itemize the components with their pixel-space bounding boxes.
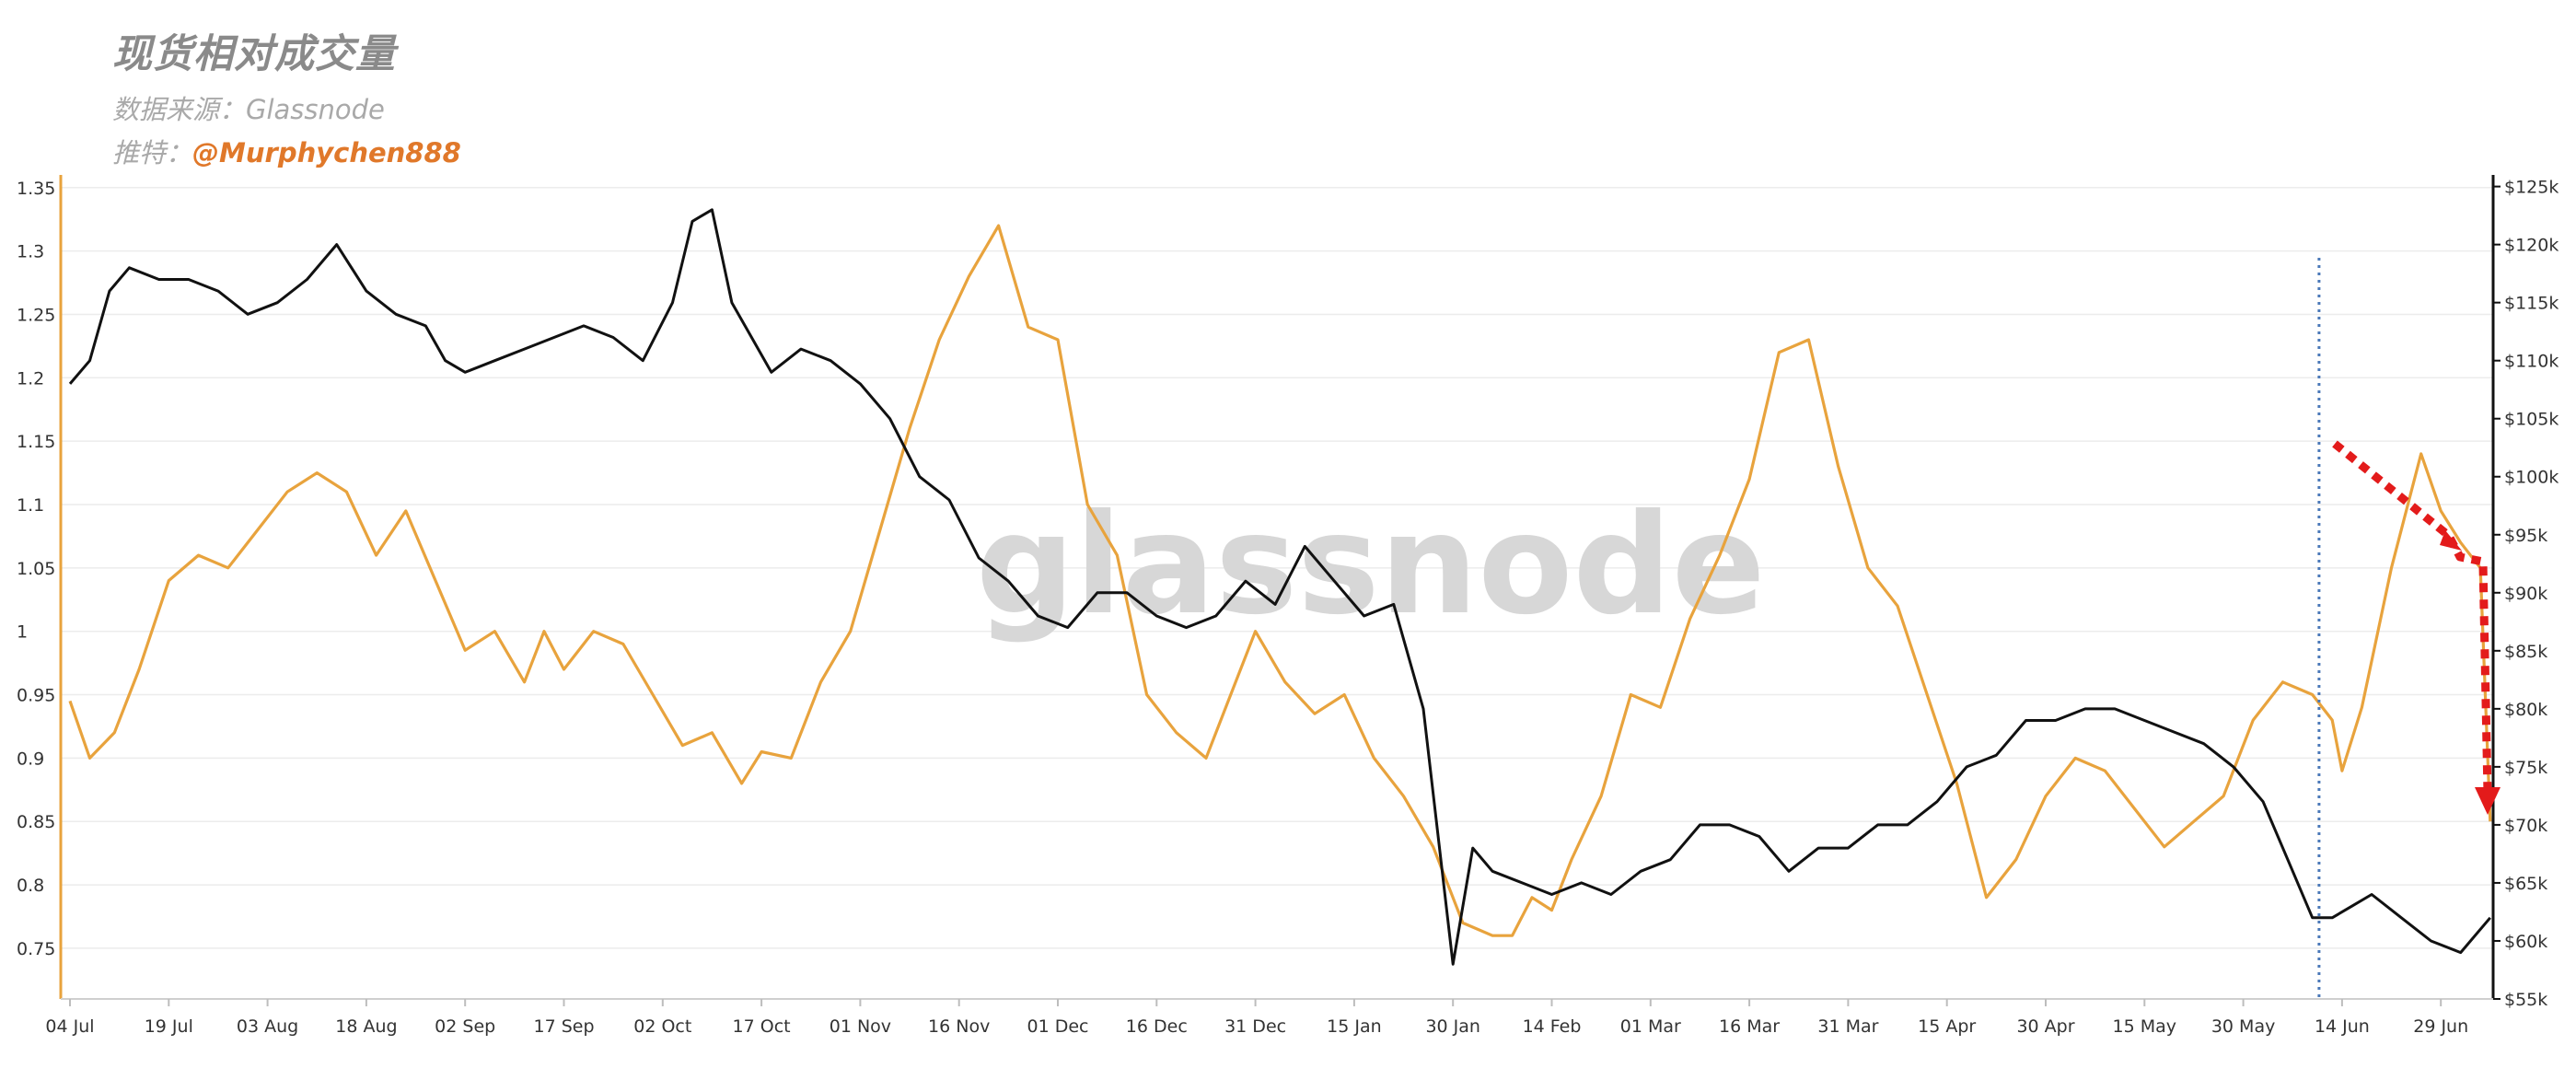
y-right-tick-label: $120k [2504, 236, 2559, 256]
arrow-mid-head [2440, 530, 2462, 551]
x-tick-label: 14 Feb [1523, 1016, 1582, 1037]
right-y-tick-labels: $55k $60k $65k $70k $75k $80k $85k $90k $95k $100… [2493, 178, 2559, 1010]
watermark: glassnode [976, 485, 1766, 645]
y-left-tick-label: 1.05 [17, 559, 55, 579]
x-tick-label: 18 Aug [335, 1016, 397, 1037]
x-tick-label: 16 Mar [1719, 1016, 1780, 1037]
x-tick-label: 29 Jun [2413, 1016, 2468, 1037]
y-right-tick-label: $85k [2504, 642, 2547, 662]
series-line-price [68, 208, 2491, 966]
author-prefix: 推特： [112, 137, 193, 168]
y-right-tick-label: $95k [2504, 526, 2547, 546]
x-tick-label: 04 Jul [45, 1016, 94, 1037]
y-right-tick-label: $110k [2504, 352, 2559, 372]
y-left-tick-label: 0.95 [17, 686, 55, 706]
x-tick-label: 01 Mar [1620, 1016, 1681, 1037]
x-tick-label: 16 Dec [1126, 1016, 1188, 1037]
y-right-tick-label: $80k [2504, 700, 2547, 720]
x-tick-label: 01 Dec [1027, 1016, 1089, 1037]
x-tick-label: 01 Nov [830, 1016, 891, 1037]
y-right-tick-label: $65k [2504, 874, 2547, 894]
y-left-tick-label: 0.85 [17, 812, 55, 832]
x-tick-label: 17 Oct [733, 1016, 791, 1037]
trend-arrow-path [2332, 440, 2492, 795]
x-tick-label: 14 Jun [2315, 1016, 2370, 1037]
x-tick-label: 15 May [2113, 1016, 2177, 1037]
y-right-tick-label: $115k [2504, 294, 2559, 314]
x-tick-label: 31 Mar [1817, 1016, 1878, 1037]
x-tick-label: 02 Sep [435, 1016, 495, 1037]
x-tick-label: 17 Sep [533, 1016, 594, 1037]
x-tick-label: 19 Jul [145, 1016, 193, 1037]
y-left-tick-label: 1.15 [17, 432, 55, 452]
y-right-tick-label: $55k [2504, 990, 2547, 1010]
y-left-tick-label: 1 [17, 622, 28, 643]
y-right-tick-label: $100k [2504, 468, 2559, 488]
data-source-label: 数据来源：Glassnode [112, 94, 385, 125]
y-right-tick-label: $75k [2504, 758, 2547, 778]
y-right-tick-label: $60k [2504, 932, 2547, 952]
x-tick-label: 30 Jan [1425, 1016, 1480, 1037]
y-left-tick-label: 1.35 [17, 179, 55, 199]
gridlines [61, 187, 2493, 949]
x-tick-label: 15 Jan [1327, 1016, 1382, 1037]
series-line-relative-volume [68, 224, 2492, 937]
y-left-tick-label: 1.2 [17, 368, 44, 389]
chart-title: 现货相对成交量 [112, 31, 396, 77]
x-tick-label: 15 Apr [1918, 1016, 1976, 1037]
x-tick-label: 03 Aug [237, 1016, 298, 1037]
left-y-tick-labels: 0.75 0.8 0.85 0.9 0.95 1 1.05 1.1 1.15 1.2 1.25 1.3… [17, 179, 55, 959]
y-left-tick-label: 0.9 [17, 749, 44, 769]
y-right-tick-label: $90k [2504, 584, 2547, 604]
x-tick-label: 02 Oct [633, 1016, 691, 1037]
y-left-tick-label: 1.3 [17, 242, 44, 262]
y-left-tick-label: 1.25 [17, 305, 55, 325]
y-left-tick-label: 0.75 [17, 939, 55, 959]
series-group [68, 208, 2492, 966]
author-handle: @Murphychen888 [192, 137, 461, 168]
y-left-tick-label: 1.1 [17, 495, 44, 516]
arrow-end-head [2475, 787, 2501, 815]
x-tick-label: 30 May [2211, 1016, 2276, 1037]
y-right-tick-label: $125k [2504, 178, 2559, 198]
y-right-tick-label: $70k [2504, 816, 2547, 836]
x-tick-label: 16 Nov [928, 1016, 990, 1037]
x-tick-label: 30 Apr [2016, 1016, 2074, 1037]
y-right-tick-label: $105k [2504, 410, 2559, 430]
x-tick-label: 31 Dec [1224, 1016, 1286, 1037]
y-left-tick-label: 0.8 [17, 876, 44, 896]
annotation-group [2317, 258, 2501, 999]
author-line: 推特：@Murphychen888 [112, 132, 461, 170]
x-tick-labels: 04 Jul 19 Jul 03 Aug 18 Aug 02 Sep 17 Sep 02 O… [45, 999, 2468, 1037]
